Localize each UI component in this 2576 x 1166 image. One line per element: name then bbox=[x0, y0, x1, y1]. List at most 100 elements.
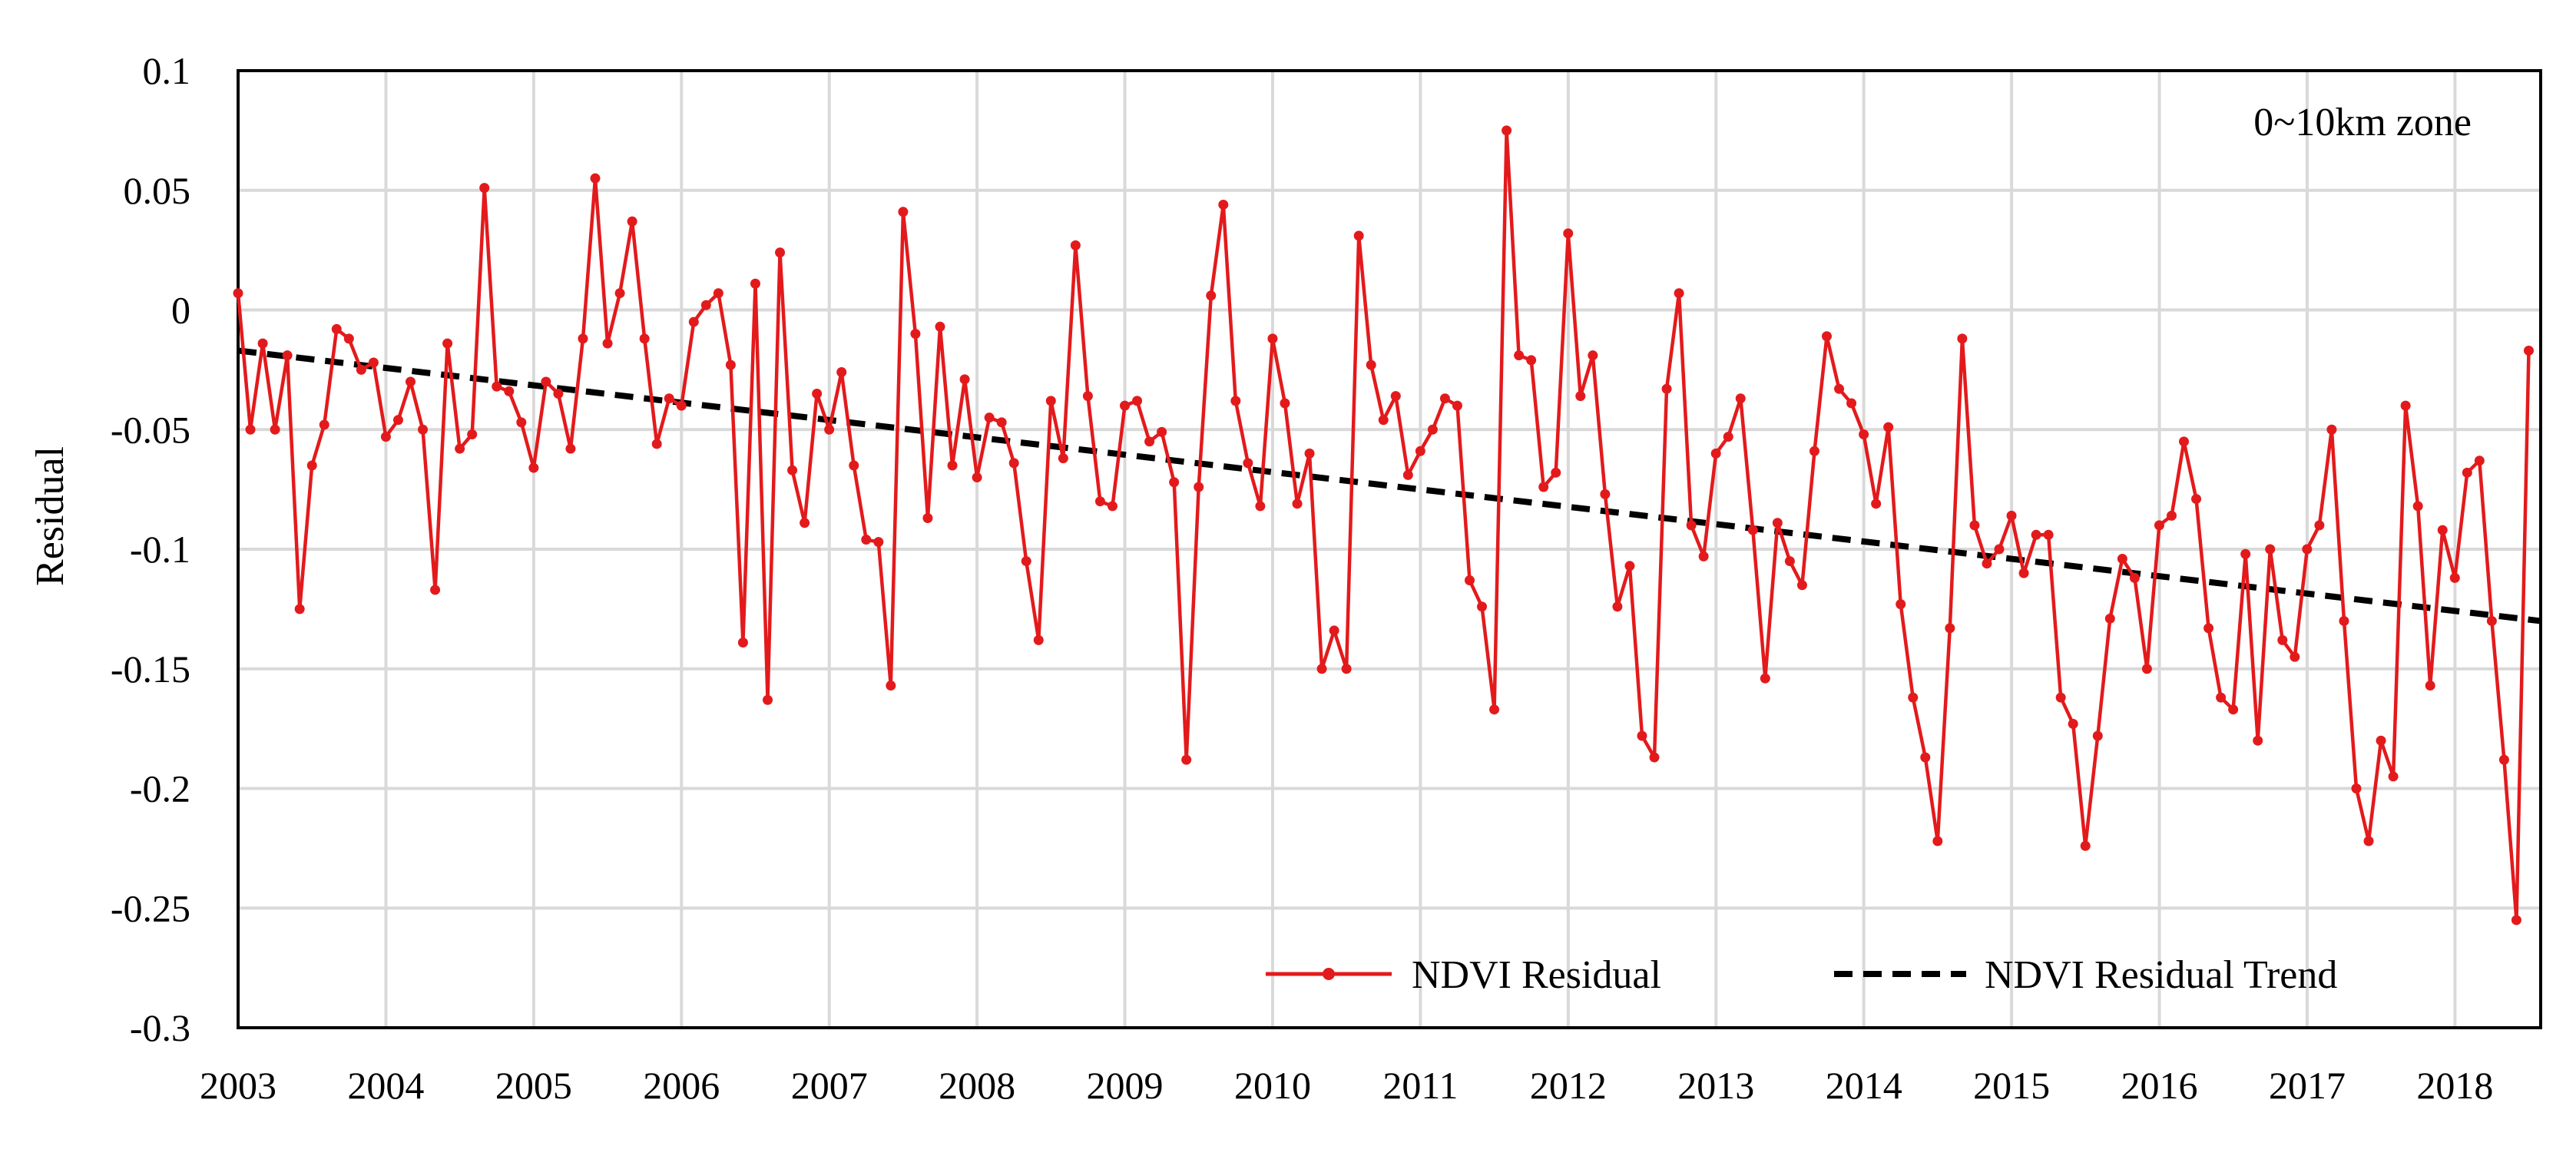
residual-point bbox=[725, 359, 736, 370]
residual-point bbox=[688, 316, 699, 327]
residual-point bbox=[2179, 436, 2190, 447]
residual-point bbox=[2486, 615, 2497, 626]
residual-point bbox=[553, 389, 564, 399]
residual-point bbox=[1206, 290, 1217, 301]
residual-point bbox=[2018, 568, 2029, 578]
residual-point bbox=[2031, 529, 2041, 540]
residual-point bbox=[2523, 345, 2534, 356]
residual-point bbox=[602, 338, 613, 349]
residual-point bbox=[294, 604, 305, 614]
residual-point bbox=[1120, 400, 1131, 411]
residual-point bbox=[1760, 673, 1770, 684]
residual-point bbox=[1896, 599, 1906, 610]
residual-point bbox=[787, 465, 798, 475]
residual-point bbox=[2339, 615, 2349, 626]
residual-point bbox=[1969, 520, 1980, 531]
residual-point bbox=[800, 518, 810, 528]
residual-point bbox=[1464, 575, 1475, 585]
y-tick-label: -0.2 bbox=[130, 767, 190, 810]
residual-point bbox=[1280, 398, 1290, 409]
y-tick-label: -0.25 bbox=[111, 886, 190, 929]
residual-point bbox=[2400, 400, 2411, 411]
residual-point bbox=[1181, 754, 1192, 765]
residual-point bbox=[2166, 510, 2177, 521]
residual-point bbox=[947, 460, 958, 471]
residual-point bbox=[356, 364, 366, 375]
residual-point bbox=[1674, 288, 1684, 299]
residual-point bbox=[1772, 518, 1783, 528]
residual-point bbox=[1477, 601, 1488, 612]
x-axis-tick-labels: 2003 2004 2005 2006 2007 2008 2009 2010 2011 2012… bbox=[200, 1064, 2493, 1107]
residual-point bbox=[984, 412, 995, 423]
x-tick-label: 2015 bbox=[1973, 1064, 2050, 1107]
residual-point bbox=[1600, 489, 1611, 499]
residual-point bbox=[2204, 623, 2214, 634]
residual-point bbox=[541, 376, 551, 387]
residual-point bbox=[1082, 391, 1093, 402]
residual-point bbox=[1784, 556, 1795, 567]
y-tick-label: -0.1 bbox=[130, 528, 190, 571]
residual-point bbox=[2006, 510, 2017, 521]
residual-point bbox=[2412, 501, 2423, 512]
residual-point bbox=[1686, 520, 1697, 531]
residual-point bbox=[972, 472, 982, 483]
x-tick-label: 2017 bbox=[2269, 1064, 2346, 1107]
residual-point bbox=[1107, 501, 1117, 512]
y-tick-label: -0.3 bbox=[130, 1006, 190, 1049]
residual-point bbox=[1132, 396, 1143, 406]
residual-point bbox=[1698, 551, 1709, 561]
residual-point bbox=[405, 376, 416, 387]
residual-point bbox=[886, 681, 896, 691]
residual-point bbox=[922, 513, 933, 524]
residual-point bbox=[849, 460, 859, 471]
x-tick-label: 2014 bbox=[1826, 1064, 1902, 1107]
residual-point bbox=[565, 443, 576, 454]
residual-point bbox=[1735, 393, 1746, 404]
residual-point bbox=[1834, 383, 1845, 394]
x-tick-label: 2009 bbox=[1087, 1064, 1164, 1107]
residual-point bbox=[1624, 561, 1635, 571]
residual-point bbox=[1267, 333, 1278, 344]
residual-point bbox=[1157, 426, 1167, 437]
residual-point bbox=[1144, 436, 1155, 447]
residual-point bbox=[343, 333, 354, 344]
residual-point bbox=[2462, 467, 2472, 478]
residual-point bbox=[1859, 429, 1869, 439]
residual-point bbox=[2055, 692, 2066, 703]
residual-point bbox=[861, 535, 872, 545]
residual-point bbox=[1033, 634, 1044, 645]
residual-point bbox=[1292, 499, 1303, 509]
residual-point bbox=[1070, 240, 1081, 250]
residual-point bbox=[1747, 525, 1758, 535]
residual-point bbox=[1008, 458, 1019, 469]
residual-point bbox=[1661, 383, 1672, 394]
x-tick-label: 2011 bbox=[1382, 1064, 1458, 1107]
residual-point bbox=[2326, 424, 2337, 435]
residual-point bbox=[516, 417, 527, 428]
residual-point bbox=[1846, 398, 1857, 409]
residual-point bbox=[1489, 704, 1500, 715]
residual-point bbox=[1243, 458, 1253, 469]
residual-point bbox=[1821, 331, 1832, 342]
residual-point bbox=[492, 381, 502, 392]
residual-point bbox=[2092, 730, 2103, 741]
residual-point bbox=[1341, 664, 1352, 674]
residual-point bbox=[824, 424, 835, 435]
x-tick-label: 2018 bbox=[2416, 1064, 2493, 1107]
residual-point bbox=[1415, 446, 1425, 456]
residual-point bbox=[1439, 393, 1450, 404]
residual-point bbox=[257, 338, 268, 349]
residual-point bbox=[578, 333, 588, 344]
residual-point bbox=[1563, 228, 1574, 239]
residual-point bbox=[528, 462, 539, 473]
residual-point bbox=[1945, 623, 1955, 634]
x-tick-label: 2007 bbox=[791, 1064, 868, 1107]
y-tick-label: -0.05 bbox=[111, 408, 190, 451]
residual-point bbox=[2228, 704, 2239, 715]
residual-point bbox=[331, 323, 342, 334]
residual-point bbox=[1957, 333, 1968, 344]
y-tick-label: -0.15 bbox=[111, 648, 190, 691]
residual-point bbox=[2080, 840, 2091, 851]
residual-point bbox=[2277, 634, 2288, 645]
